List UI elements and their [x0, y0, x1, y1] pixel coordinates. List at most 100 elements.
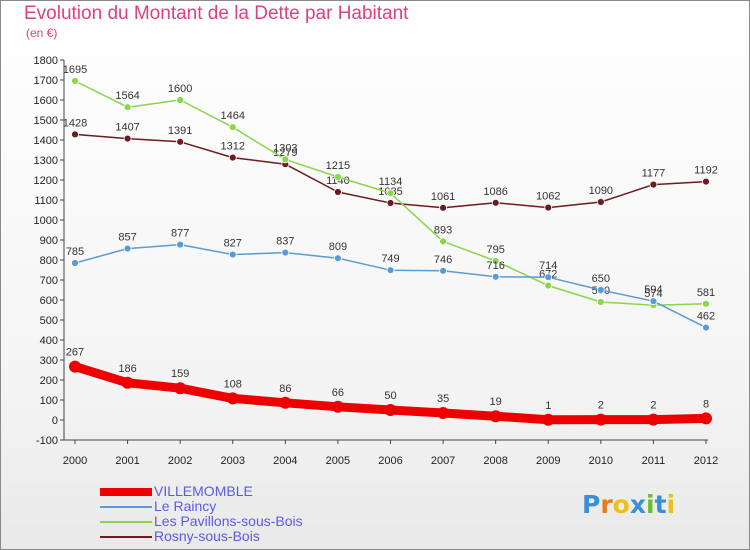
legend-label: Le Raincy: [154, 498, 217, 514]
data-label-les-pavillons-sous-bois: 893: [434, 224, 452, 236]
data-point-rosny-sous-bois: [334, 188, 342, 196]
x-tick-label: 2004: [273, 455, 297, 467]
data-label-les-pavillons-sous-bois: 574: [644, 288, 662, 300]
data-point-rosny-sous-bois: [544, 203, 553, 212]
legend-swatch: [100, 488, 152, 496]
data-point-les-pavillons-sous-bois: [544, 281, 553, 290]
data-label-rosny-sous-bois: 1086: [483, 186, 507, 198]
legend-label: VILLEMOMBLE: [154, 483, 253, 499]
data-label-le-raincy: 594: [644, 284, 662, 296]
data-point-le-raincy: [596, 286, 605, 294]
data-point-les-pavillons-sous-bois: [596, 298, 605, 306]
data-point-villemomble: [700, 412, 712, 425]
proxiti-logo: Proxiti: [582, 490, 676, 519]
x-tick-label: 2005: [326, 455, 350, 467]
x-tick-label: 2001: [115, 455, 139, 467]
data-point-villemomble: [647, 413, 660, 426]
data-point-rosny-sous-bois: [123, 134, 132, 143]
y-tick-label: 600: [40, 295, 58, 307]
chart-subtitle: (en €): [26, 26, 58, 40]
data-label-villemomble: 2: [650, 400, 656, 412]
data-point-le-raincy: [176, 240, 185, 249]
y-tick-label: 1300: [34, 155, 58, 167]
y-tick-label: 1500: [34, 115, 58, 127]
data-label-villemomble: 8: [703, 398, 709, 410]
y-tick-label: 1800: [34, 55, 58, 67]
data-point-rosny-sous-bois: [228, 153, 237, 162]
data-point-les-pavillons-sous-bois: [176, 96, 185, 104]
data-point-le-raincy: [439, 266, 447, 275]
data-label-le-raincy: 749: [381, 253, 399, 265]
y-tick-label: 1000: [34, 215, 58, 227]
data-point-le-raincy: [491, 272, 500, 281]
data-point-villemomble: [594, 413, 607, 426]
data-label-rosny-sous-bois: 1312: [221, 141, 245, 153]
data-label-rosny-sous-bois: 1090: [589, 185, 613, 197]
y-tick-label: 1200: [34, 175, 58, 187]
data-label-villemomble: 2: [598, 400, 604, 412]
data-label-rosny-sous-bois: 1062: [536, 191, 560, 203]
data-label-le-raincy: 857: [118, 232, 136, 244]
data-point-le-raincy: [386, 266, 395, 275]
data-point-villemomble: [331, 400, 344, 413]
data-label-rosny-sous-bois: 1391: [168, 125, 192, 137]
data-label-le-raincy: 462: [697, 311, 715, 323]
legend-label: Rosny-sous-Bois: [154, 528, 260, 544]
data-label-rosny-sous-bois: 1192: [694, 165, 718, 177]
data-point-villemomble: [121, 376, 134, 389]
x-tick-label: 2000: [63, 455, 87, 467]
data-label-les-pavillons-sous-bois: 1215: [326, 160, 350, 172]
data-point-rosny-sous-bois: [649, 180, 658, 189]
data-point-villemomble: [226, 392, 239, 405]
data-label-les-pavillons-sous-bois: 795: [486, 244, 504, 256]
y-tick-label: 1400: [34, 135, 58, 147]
y-tick-label: 1100: [34, 195, 58, 207]
data-label-villemomble: 66: [332, 387, 344, 399]
data-point-les-pavillons-sous-bois: [123, 103, 132, 112]
data-point-villemomble: [489, 410, 502, 423]
x-tick-label: 2011: [642, 455, 666, 467]
data-label-villemomble: 186: [118, 363, 136, 375]
data-label-villemomble: 159: [171, 368, 189, 380]
data-label-villemomble: 35: [437, 393, 449, 405]
data-label-les-pavillons-sous-bois: 1695: [63, 64, 87, 76]
data-label-villemomble: 267: [66, 347, 84, 359]
data-point-villemomble: [384, 404, 397, 416]
x-tick-label: 2006: [378, 455, 402, 467]
data-label-les-pavillons-sous-bois: 1600: [168, 83, 192, 95]
data-point-les-pavillons-sous-bois: [71, 77, 79, 85]
x-tick-label: 2008: [483, 455, 507, 467]
data-point-rosny-sous-bois: [439, 203, 447, 212]
data-point-rosny-sous-bois: [596, 198, 605, 206]
data-point-rosny-sous-bois: [386, 199, 395, 207]
data-point-les-pavillons-sous-bois: [281, 155, 290, 164]
data-point-le-raincy: [334, 254, 342, 263]
data-label-villemomble: 108: [224, 378, 242, 390]
data-label-le-raincy: 877: [171, 228, 189, 240]
data-point-les-pavillons-sous-bois: [702, 299, 710, 308]
y-tick-label: 0: [52, 415, 58, 427]
data-label-le-raincy: 714: [539, 260, 557, 272]
data-point-le-raincy: [702, 323, 710, 332]
data-point-les-pavillons-sous-bois: [334, 173, 342, 181]
data-point-le-raincy: [71, 259, 79, 267]
data-label-rosny-sous-bois: 1140: [326, 175, 350, 187]
y-tick-label: -100: [36, 435, 58, 447]
data-label-les-pavillons-sous-bois: 581: [697, 287, 715, 299]
data-point-le-raincy: [228, 250, 237, 259]
y-tick-label: 300: [40, 355, 58, 367]
data-point-le-raincy: [649, 297, 658, 306]
legend-swatch: [100, 536, 152, 538]
y-tick-label: 700: [40, 275, 58, 287]
y-tick-label: 400: [40, 335, 58, 347]
data-label-les-pavillons-sous-bois: 1134: [379, 176, 403, 188]
data-label-villemomble: 1: [545, 400, 551, 412]
y-tick-label: 800: [40, 255, 58, 267]
data-point-rosny-sous-bois: [71, 130, 79, 139]
legend-swatch: [100, 506, 152, 508]
data-point-les-pavillons-sous-bois: [228, 123, 237, 132]
y-tick-label: 500: [40, 315, 58, 327]
legend-label: Les Pavillons-sous-Bois: [154, 513, 303, 529]
data-point-villemomble: [279, 396, 292, 409]
